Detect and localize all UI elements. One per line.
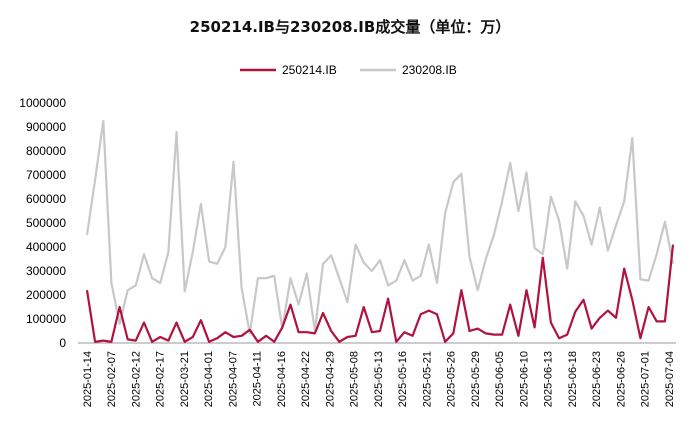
x-tick-label: 2025-05-29 xyxy=(470,351,482,407)
x-tick-label: 2025-06-10 xyxy=(518,351,530,407)
x-tick-label: 2025-02-17 xyxy=(155,351,167,407)
x-tick-label: 2025-05-26 xyxy=(446,351,458,407)
y-tick-label: 1000000 xyxy=(19,96,66,110)
y-tick-label: 800000 xyxy=(26,144,66,158)
x-tick-label: 2025-05-21 xyxy=(421,351,433,407)
y-tick-label: 400000 xyxy=(26,240,66,254)
y-tick-label: 300000 xyxy=(26,264,66,278)
x-tick-label: 2025-04-07 xyxy=(227,351,239,407)
y-tick-label: 200000 xyxy=(26,288,66,302)
x-tick-label: 2025-01-14 xyxy=(82,351,94,407)
x-tick-label: 2025-02-07 xyxy=(106,351,118,407)
y-tick-label: 0 xyxy=(59,336,66,350)
y-tick-label: 600000 xyxy=(26,192,66,206)
chart-title: 250214.IB与230208.IB成交量（单位：万） xyxy=(189,18,511,36)
x-tick-label: 2025-05-08 xyxy=(349,351,361,407)
x-tick-label: 2025-06-05 xyxy=(494,351,506,407)
x-tick-label: 2025-04-16 xyxy=(276,351,288,407)
y-tick-label: 700000 xyxy=(26,168,66,182)
x-tick-label: 2025-04-22 xyxy=(300,351,312,407)
legend-label-0: 250214.IB xyxy=(282,63,337,77)
x-tick-label: 2025-06-26 xyxy=(615,351,627,407)
x-tick-label: 2025-04-11 xyxy=(252,351,264,406)
x-tick-label: 2025-05-16 xyxy=(397,351,409,407)
x-tick-label: 2025-06-18 xyxy=(567,351,579,407)
legend-label-1: 230208.IB xyxy=(402,63,457,77)
x-tick-label: 2025-06-13 xyxy=(543,351,555,407)
x-tick-label: 2025-05-13 xyxy=(373,351,385,407)
x-tick-label: 2025-04-29 xyxy=(324,351,336,407)
x-tick-label: 2025-07-01 xyxy=(640,351,652,407)
series-line-0 xyxy=(85,244,675,343)
x-tick-label: 2025-06-23 xyxy=(591,351,603,407)
x-tick-label: 2025-03-21 xyxy=(179,351,191,407)
y-tick-label: 100000 xyxy=(26,312,66,326)
y-tick-label: 900000 xyxy=(26,120,66,134)
x-tick-label: 2025-04-01 xyxy=(203,351,215,407)
y-tick-label: 500000 xyxy=(26,216,66,230)
x-tick-label: 2025-02-12 xyxy=(130,351,142,407)
x-tick-label: 2025-07-04 xyxy=(664,351,676,407)
series-line-1 xyxy=(85,119,675,335)
